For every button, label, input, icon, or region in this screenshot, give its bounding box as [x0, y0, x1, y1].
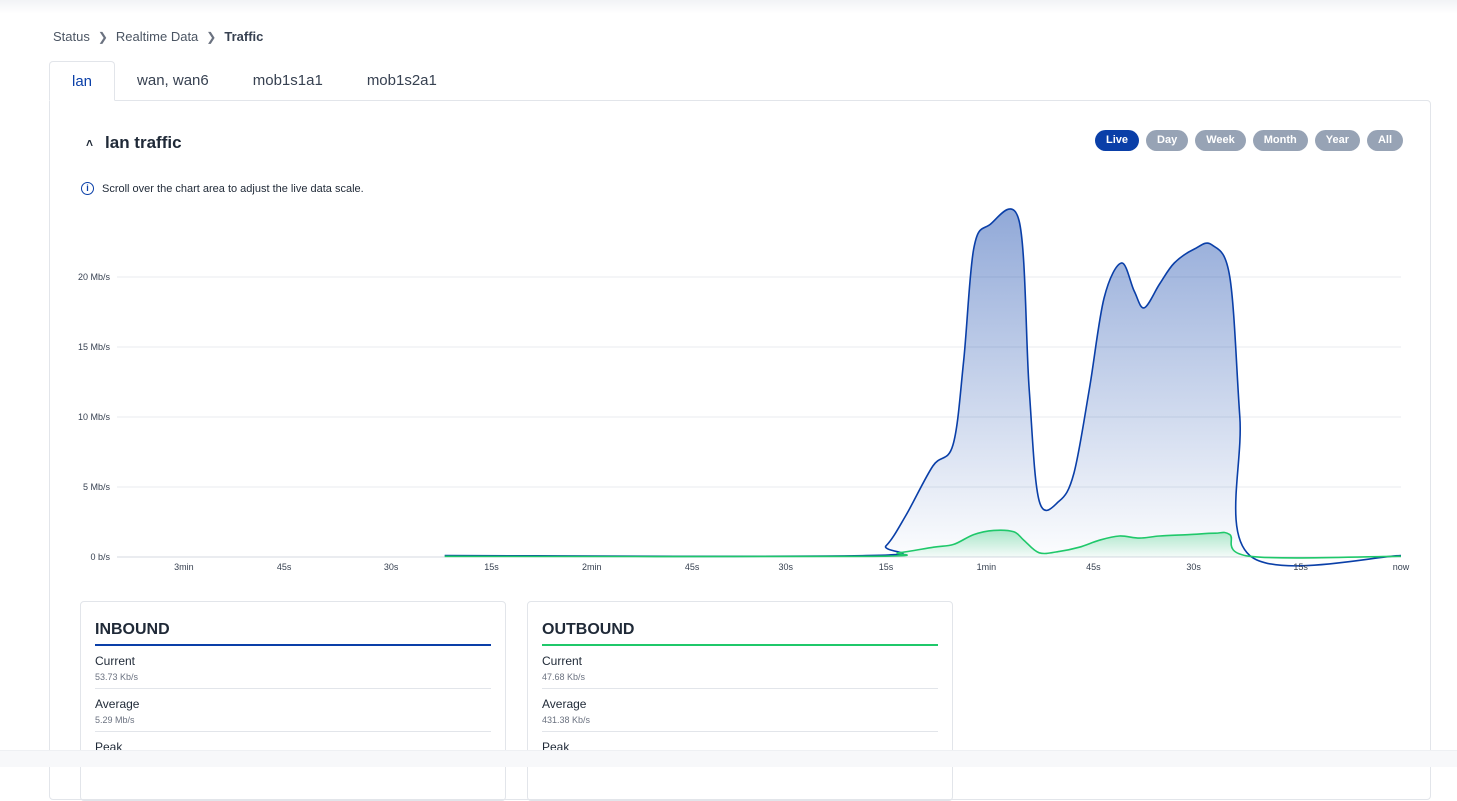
breadcrumb-traffic: Traffic: [224, 29, 264, 44]
x-tick-label: 45s: [1086, 562, 1101, 572]
stat-label: Current: [95, 654, 136, 668]
y-tick-label: 10 Mb/s: [78, 412, 111, 422]
outbound-current: Current 47.68 Kb/s: [542, 646, 938, 689]
outbound-average: Average 431.38 Kb/s: [542, 689, 938, 732]
x-tick-label: 2min: [582, 562, 602, 572]
inbound-average: Average 5.29 Mb/s: [95, 689, 491, 732]
chevron-up-icon[interactable]: ˄: [86, 136, 94, 150]
stat-label: Average: [95, 697, 140, 711]
stat-label: Current: [542, 654, 583, 668]
top-bar: [0, 0, 1457, 14]
stat-value: 53.73 Kb/s: [95, 672, 139, 682]
x-tick-label: 1min: [977, 562, 997, 572]
outbound-area: [444, 530, 1401, 558]
range-year-button[interactable]: Year: [1314, 130, 1360, 151]
range-week-button[interactable]: Week: [1195, 130, 1246, 151]
x-tick-label: 15s: [484, 562, 499, 572]
outbound-title: OUTBOUND: [542, 621, 938, 646]
x-tick-label: 30s: [1186, 562, 1201, 572]
stat-label: Average: [542, 697, 587, 711]
info-icon: i: [81, 182, 94, 195]
range-month-button[interactable]: Month: [1252, 130, 1308, 151]
range-live-button[interactable]: Live: [1095, 130, 1140, 151]
x-tick-label: now: [1393, 562, 1410, 572]
info-note: i Scroll over the chart area to adjust t…: [81, 182, 364, 195]
breadcrumb-status[interactable]: Status: [53, 29, 90, 44]
x-tick-label: 45s: [685, 562, 700, 572]
tab-mob1s1a1[interactable]: mob1s1a1: [252, 72, 323, 89]
chevron-right-icon: ❯: [97, 29, 108, 44]
x-tick-label: 15s: [879, 562, 894, 572]
breadcrumb: Status ❯ Realtime Data ❯ Traffic: [53, 29, 263, 44]
traffic-chart[interactable]: 0 b/s 5 Mb/s 10 Mb/s 15 Mb/s 20 Mb/s 3min 45s 3…: [0, 200, 1457, 580]
y-tick-label: 0 b/s: [90, 552, 110, 562]
stat-value: 47.68 Kb/s: [542, 672, 586, 682]
tab-lan[interactable]: lan: [49, 61, 116, 101]
inbound-card: INBOUND Current 53.73 Kb/s Average 5.29 Mb…: [80, 601, 506, 801]
x-tick-label: 3min: [174, 562, 194, 572]
x-tick-label: 45s: [277, 562, 292, 572]
range-day-button[interactable]: Day: [1146, 130, 1189, 151]
outbound-card: OUTBOUND Current 47.68 Kb/s Average 431.38…: [527, 601, 953, 801]
range-selector: Live Day Week Month Year All: [1095, 130, 1404, 151]
stat-value: 431.38 Kb/s: [542, 715, 591, 725]
section-header[interactable]: ˄ lan traffic: [86, 133, 182, 153]
stat-value: 5.29 Mb/s: [95, 715, 135, 725]
inbound-current: Current 53.73 Kb/s: [95, 646, 491, 689]
x-tick-label: 30s: [778, 562, 793, 572]
y-tick-label: 20 Mb/s: [78, 272, 111, 282]
bottom-bar: [0, 750, 1457, 767]
y-tick-label: 15 Mb/s: [78, 342, 111, 352]
range-all-button[interactable]: All: [1366, 130, 1404, 151]
info-text: Scroll over the chart area to adjust the…: [102, 182, 364, 195]
inbound-area: [444, 208, 1401, 566]
section-title: lan traffic: [105, 133, 182, 152]
y-tick-label: 5 Mb/s: [83, 482, 111, 492]
tab-mob1s2a1[interactable]: mob1s2a1: [366, 72, 437, 89]
breadcrumb-realtime-data[interactable]: Realtime Data: [115, 29, 199, 44]
outbound-line: [444, 529, 1402, 559]
inbound-title: INBOUND: [95, 621, 491, 646]
inbound-line: [444, 208, 1402, 567]
chevron-right-icon: ❯: [206, 29, 217, 44]
interface-tabs: lan wan, wan6 mob1s1a1 mob1s2a1: [49, 61, 459, 101]
x-tick-label: 15s: [1293, 562, 1308, 572]
tab-wan[interactable]: wan, wan6: [137, 72, 209, 89]
x-tick-label: 30s: [384, 562, 399, 572]
